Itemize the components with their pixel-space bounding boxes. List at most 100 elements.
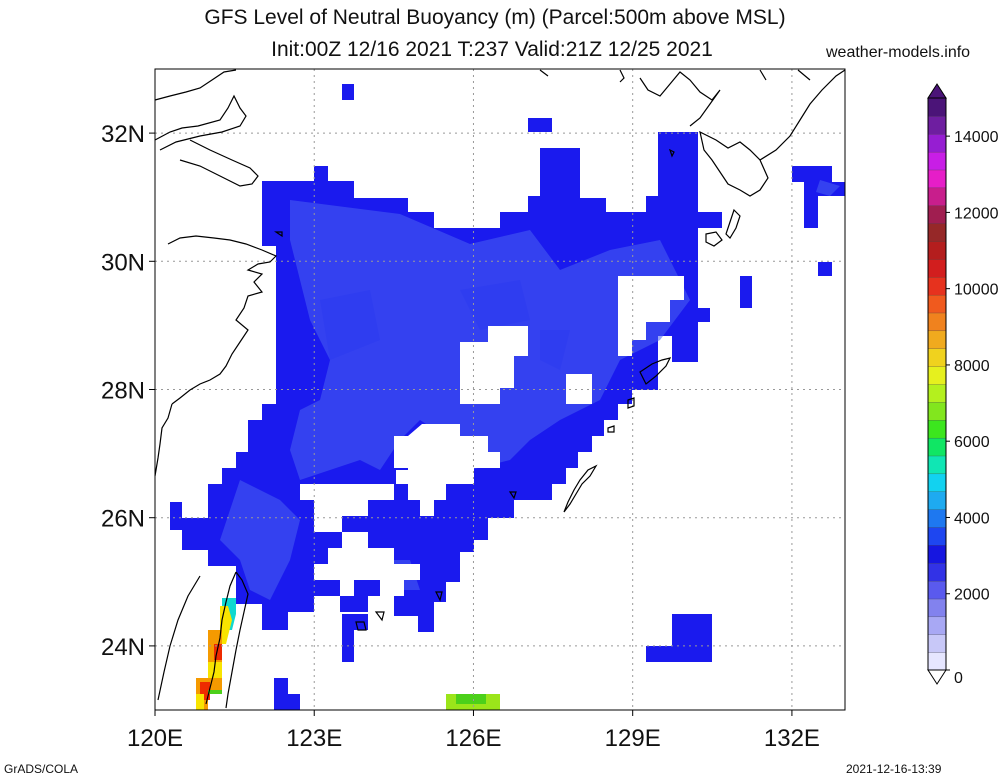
colorbar-cell <box>927 312 947 332</box>
colorbar-cell <box>927 634 947 653</box>
coastline-japan-top <box>539 69 811 83</box>
x-tick-label: 120E <box>127 725 183 752</box>
coastline-okinawa <box>563 464 598 513</box>
y-tick-label: 28N <box>101 378 145 405</box>
field-gap-5 <box>566 374 592 404</box>
chart-title: GFS Level of Neutral Buoyancy (m) (Parce… <box>204 6 786 29</box>
coastline-kyushu-south <box>759 69 846 161</box>
coastline-china-hangzhou <box>167 235 278 405</box>
colorbar-tick-label: 4000 <box>954 510 990 527</box>
field-region-7 <box>646 614 712 662</box>
coastline-china-mainland <box>154 94 247 151</box>
colorbar-cell <box>927 330 947 349</box>
field-gap-9 <box>460 552 474 566</box>
field-light-region-2 <box>220 480 300 600</box>
coastline-china-fujian <box>154 403 173 477</box>
colorbar-cell <box>927 276 947 296</box>
field-gap-7 <box>396 470 408 484</box>
colorbar-cell <box>927 169 947 189</box>
coastline-korea-japan <box>639 71 721 127</box>
colorbar-cell <box>927 294 947 314</box>
y-tick-label: 32N <box>101 121 145 148</box>
coastline-yakushima <box>705 231 723 247</box>
colorbar-cell <box>927 133 947 153</box>
y-tick-label: 26N <box>101 506 145 533</box>
x-tick-label: 132E <box>764 725 820 752</box>
field-region-4 <box>792 166 845 228</box>
colorbar-cell <box>927 544 947 564</box>
buoyancy-fill-layer <box>170 84 845 710</box>
colorbar-cell <box>927 508 947 528</box>
colorbar-cells <box>927 83 947 685</box>
field-gap-4 <box>314 532 420 596</box>
y-tick-label: 24N <box>101 634 145 661</box>
colorbar-cell <box>927 365 947 385</box>
colorbar-tick-label: 8000 <box>954 358 990 375</box>
colorbar-cell <box>927 491 947 510</box>
field-medium-region-1 <box>320 290 380 360</box>
coastline-kyushu <box>699 130 769 197</box>
colorbar-cell <box>927 151 947 171</box>
colorbar-cell <box>927 348 947 367</box>
coastline-taiwan-west <box>157 575 201 701</box>
colorbar-cell <box>927 97 947 117</box>
colorbar-cell <box>927 383 947 403</box>
colorbar-cell <box>927 580 947 600</box>
axis-tick-labels: 120E 123E 126E 129E 132E 24N 26N 28N 30N 32N <box>101 121 820 752</box>
colorbar-cell <box>927 222 947 242</box>
field-gap-1 <box>460 326 528 404</box>
colorbar-min-triangle <box>927 669 947 685</box>
field-gap-3 <box>300 484 394 532</box>
coastline-china-yangtze-north <box>154 69 237 101</box>
field-region-9 <box>342 614 368 662</box>
colorbar-cell <box>927 205 947 224</box>
colorbar-cell <box>927 455 947 475</box>
field-region-5 <box>818 262 832 276</box>
colorbar-cell <box>927 598 947 618</box>
colorbar-cell <box>927 616 947 635</box>
coastline-small-islands <box>274 148 675 631</box>
colorbar-tick-label: 2000 <box>954 587 990 604</box>
coastline-taiwan <box>205 571 249 709</box>
coastlines <box>154 69 846 709</box>
x-tick-label: 129E <box>605 725 661 752</box>
field-light-region-4 <box>816 180 840 196</box>
chart-subtitle: Init:00Z 12/16 2021 T:237 Valid:21Z 12/2… <box>271 38 713 61</box>
field-medium-region-3 <box>540 330 570 370</box>
colorbar-tick-labels: 0 2000 4000 6000 8000 10000 12000 14000 <box>946 129 999 687</box>
colorbar-frame <box>927 97 947 671</box>
colorbar-tick-label: 0 <box>954 670 963 687</box>
field-high-region-8 <box>196 694 204 710</box>
x-tick-label: 123E <box>286 725 342 752</box>
field-region-3 <box>528 118 552 132</box>
colorbar-max-triangle <box>927 83 947 99</box>
y-tick-label: 30N <box>101 249 145 276</box>
colorbar-tick-label: 6000 <box>954 434 990 451</box>
footer-software-label: GrADS/COLA <box>4 762 79 776</box>
colorbar-cell <box>927 401 947 421</box>
field-region-2 <box>342 84 354 100</box>
coastline-amami <box>639 357 672 385</box>
field-region-8 <box>274 678 300 710</box>
colorbar-tick-label: 10000 <box>954 282 999 299</box>
field-region-6 <box>740 276 752 308</box>
field-medium-region-2 <box>460 280 530 330</box>
field-gap-8 <box>420 500 434 516</box>
colorbar-tick-label: 12000 <box>954 205 999 222</box>
field-high-region-9 <box>208 690 222 694</box>
colorbar-cell <box>927 240 947 260</box>
x-tick-label: 126E <box>445 725 501 752</box>
colorbar-cell <box>927 258 947 278</box>
colorbar-cell <box>927 473 947 492</box>
colorbar-tick-label: 14000 <box>954 129 999 146</box>
coastline-china-river-mouth <box>179 139 259 187</box>
coastline-tanegashima <box>725 208 741 239</box>
colorbar-cell <box>927 115 947 135</box>
colorbar-cell <box>927 562 947 582</box>
colorbar-cell <box>927 187 947 206</box>
footer-timestamp: 2021-12-16-13:39 <box>846 762 942 776</box>
colorbar-cell <box>927 437 947 457</box>
field-high-region-5 <box>208 662 222 678</box>
